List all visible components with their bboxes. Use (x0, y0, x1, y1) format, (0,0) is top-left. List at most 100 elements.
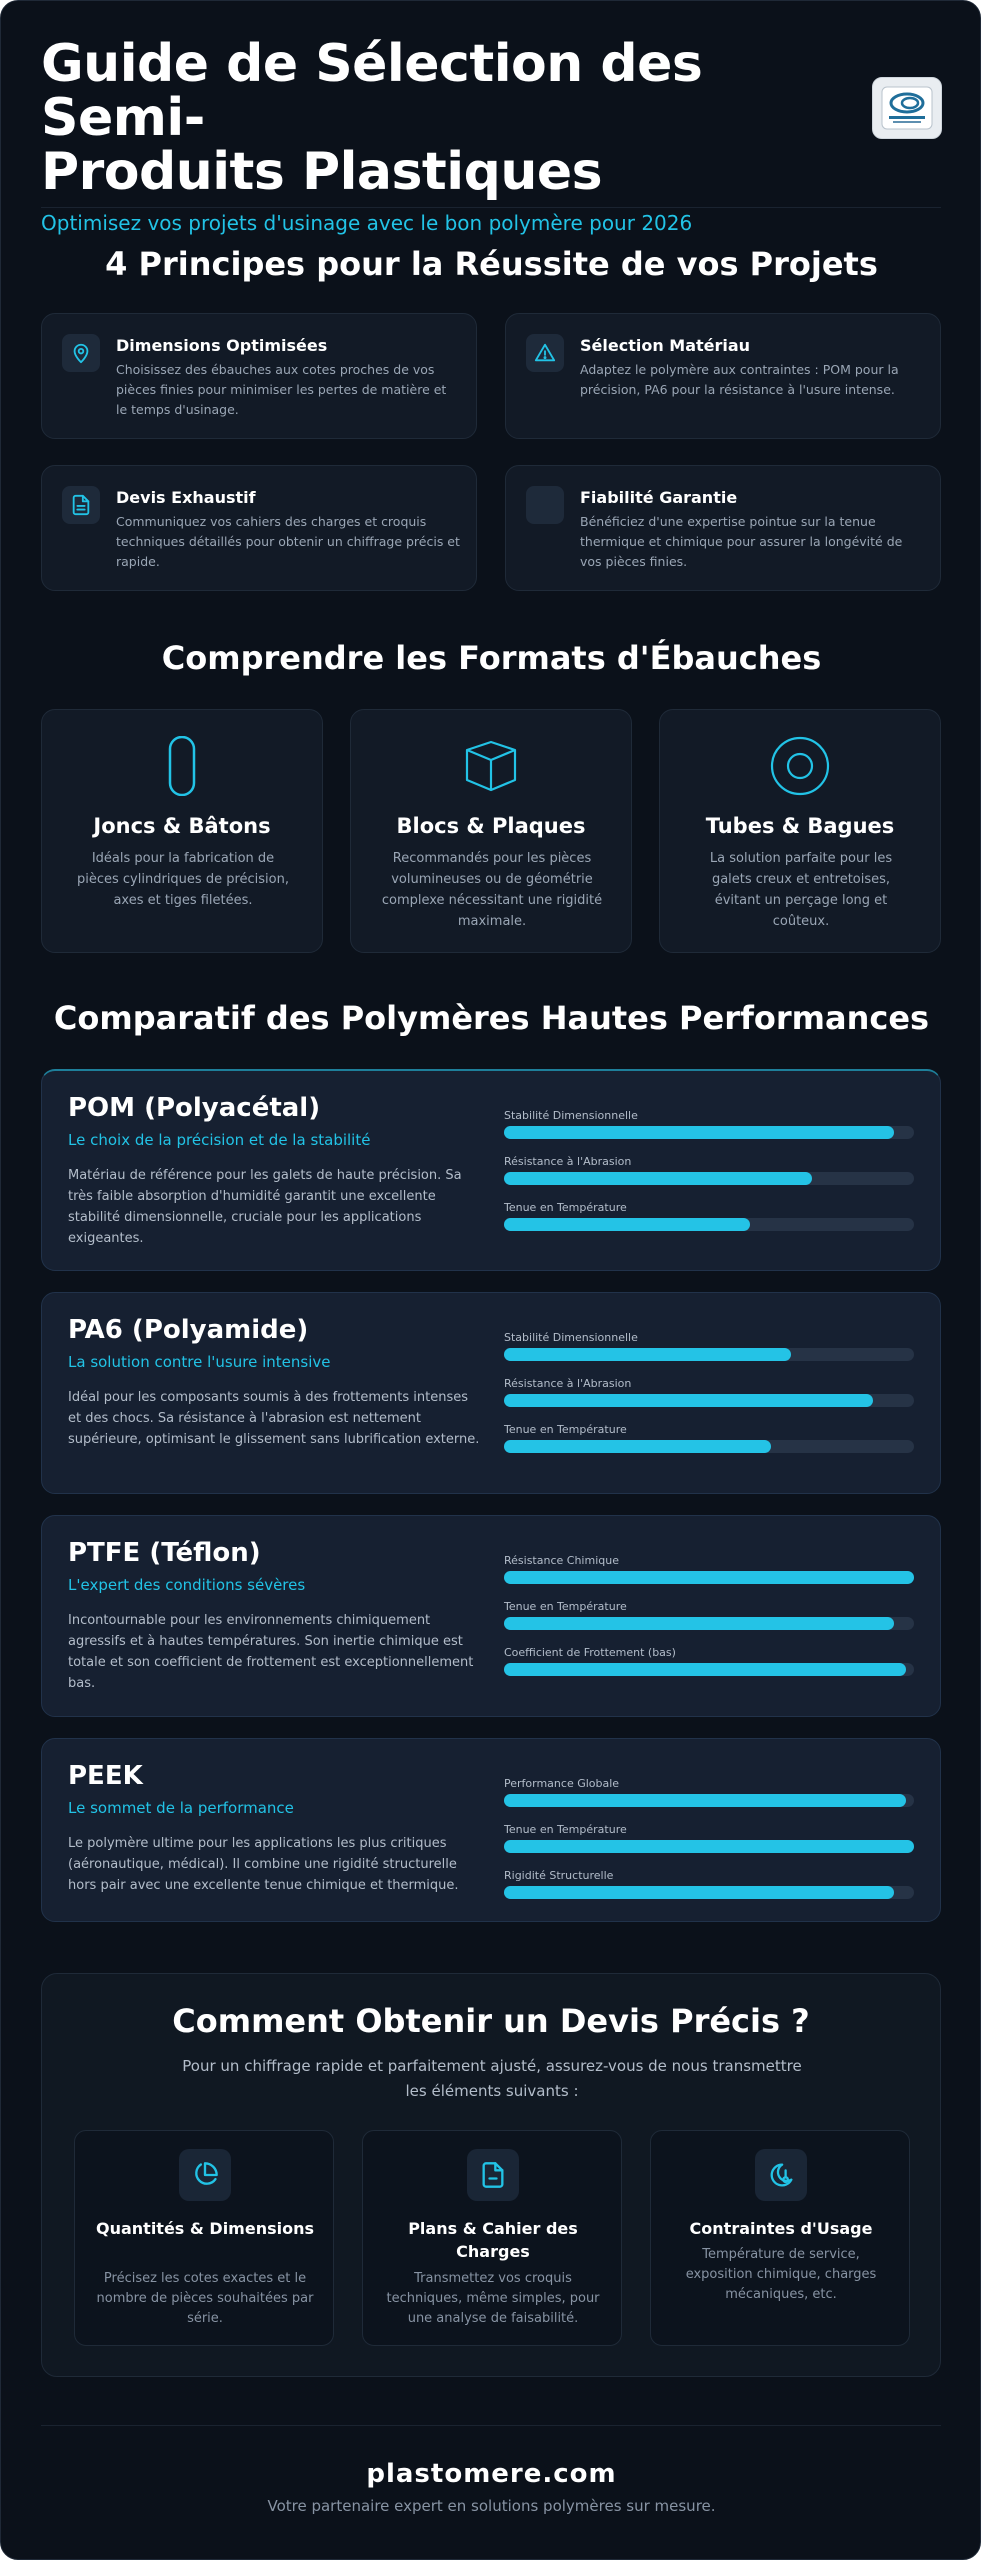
quote-card-desc: Précisez les cotes exactes et le nombre … (96, 2271, 314, 2326)
metric-bar: Rigidité Structurelle (504, 1869, 914, 1915)
polymers-title: Comparatif des Polymères Hautes Performa… (53, 999, 930, 1037)
polymer-tagline: Le choix de la précision et de la stabil… (68, 1131, 371, 1149)
polymer-name: PEEK (68, 1761, 143, 1791)
metric-fill (504, 1663, 906, 1676)
principle-title: Dimensions Optimisées (116, 336, 328, 355)
metric-bar: Performance Globale (504, 1777, 914, 1823)
metric-label: Tenue en Température (504, 1201, 627, 1214)
format-card: Joncs & Bâtons Idéals pour la fabricatio… (41, 709, 323, 953)
metric-bar: Tenue en Température (504, 1201, 914, 1247)
polymer-metrics: Performance Globale Tenue en Température R… (504, 1777, 914, 1915)
polymer-metrics: Stabilité Dimensionnelle Résistance à l'A… (504, 1331, 914, 1469)
formats-title: Comprendre les Formats d'Ébauches (161, 639, 822, 677)
metric-fill (504, 1571, 914, 1584)
metric-bar: Stabilité Dimensionnelle (504, 1109, 914, 1155)
format-title: Joncs & Bâtons (93, 814, 271, 838)
file-minus-icon (467, 2149, 519, 2201)
metric-bar: Tenue en Température (504, 1600, 914, 1646)
quote-title: Comment Obtenir un Devis Précis ? (172, 2002, 810, 2040)
principle-desc: Bénéficiez d'une expertise pointue sur l… (580, 514, 903, 569)
divider (41, 207, 941, 208)
format-card: Blocs & Plaques Recommandés pour les piè… (350, 709, 632, 953)
quote-card: Plans & Cahier des Charges Transmettez v… (362, 2130, 622, 2346)
metric-label: Tenue en Température (504, 1823, 627, 1836)
principle-title: Devis Exhaustif (116, 488, 256, 507)
divider (41, 2425, 941, 2426)
metric-label: Stabilité Dimensionnelle (504, 1109, 638, 1122)
metric-bar: Résistance à l'Abrasion (504, 1377, 914, 1423)
metric-fill (504, 1218, 750, 1231)
metric-label: Tenue en Température (504, 1423, 627, 1436)
metric-track (504, 1172, 914, 1185)
metric-label: Coefficient de Frottement (bas) (504, 1646, 676, 1659)
plastomere-logo-icon (872, 77, 942, 139)
quote-section: Comment Obtenir un Devis Précis ? Pour u… (41, 1973, 941, 2377)
shield-icon (526, 486, 564, 524)
metric-fill (504, 1440, 771, 1453)
metric-bar: Tenue en Température (504, 1423, 914, 1469)
footer-tagline: Votre partenaire expert en solutions pol… (267, 2497, 716, 2515)
principle-desc: Choisissez des ébauches aux cotes proche… (116, 362, 447, 417)
footer-site[interactable]: plastomere.com (366, 2459, 617, 2489)
polymer-metrics: Stabilité Dimensionnelle Résistance à l'A… (504, 1109, 914, 1247)
polymer-card: PA6 (Polyamide) La solution contre l'usu… (41, 1292, 941, 1494)
polymer-card: POM (Polyacétal) Le choix de la précisio… (41, 1069, 941, 1271)
polymer-name: PTFE (Téflon) (68, 1538, 261, 1568)
metric-fill (504, 1394, 873, 1407)
rod-icon (42, 736, 322, 796)
quote-card: Quantités & Dimensions Précisez les cote… (74, 2130, 334, 2346)
page-title-line-1: Guide de Sélection des Semi- (41, 34, 703, 148)
file-text-icon (62, 486, 100, 524)
pie-chart-icon (179, 2149, 231, 2201)
metric-track (504, 1663, 914, 1676)
map-pin-icon (62, 334, 100, 372)
metric-track (504, 1348, 914, 1361)
principle-desc: Communiquez vos cahiers des charges et c… (116, 514, 460, 569)
metric-label: Tenue en Température (504, 1600, 627, 1613)
cube-icon (351, 736, 631, 796)
metric-fill (504, 1172, 812, 1185)
metric-label: Performance Globale (504, 1777, 620, 1790)
metric-track (504, 1440, 914, 1453)
moon-thermometer-icon (755, 2149, 807, 2201)
alert-triangle-icon (526, 334, 564, 372)
metric-bar: Tenue en Température (504, 1823, 914, 1869)
polymer-tagline: Le sommet de la performance (68, 1799, 294, 1817)
metric-fill (504, 1840, 914, 1853)
metric-label: Résistance Chimique (504, 1554, 619, 1567)
quote-card-title: Plans & Cahier des Charges (408, 2219, 578, 2261)
ring-icon (660, 736, 940, 796)
quote-card-title: Contraintes d'Usage (689, 2219, 873, 2238)
polymer-metrics: Résistance Chimique Tenue en Température C… (504, 1554, 914, 1692)
metric-track (504, 1794, 914, 1807)
quote-desc: Pour un chiffrage rapide et parfaitement… (182, 2057, 802, 2100)
quote-card-title: Quantités & Dimensions (95, 2219, 315, 2238)
metric-track (504, 1394, 914, 1407)
polymer-desc: Le polymère ultime pour les applications… (68, 1836, 459, 1893)
metric-fill (504, 1886, 894, 1899)
page-title: Guide de Sélection des Semi- Produits Pl… (41, 37, 881, 199)
header: Guide de Sélection des Semi- Produits Pl… (41, 37, 881, 235)
metric-fill (504, 1126, 894, 1139)
metric-bar: Stabilité Dimensionnelle (504, 1331, 914, 1377)
format-desc: Idéals pour la fabrication de pièces cyl… (77, 851, 289, 908)
format-title: Tubes & Bagues (705, 814, 895, 838)
principle-desc: Adaptez le polymère aux contraintes : PO… (580, 362, 899, 397)
polymer-tagline: L'expert des conditions sévères (68, 1576, 306, 1594)
format-desc: Recommandés pour les pièces volumineuses… (381, 851, 603, 929)
principle-title: Sélection Matériau (580, 336, 751, 355)
polymer-tagline: La solution contre l'usure intensive (68, 1353, 331, 1371)
principles-title: 4 Principes pour la Réussite de vos Proj… (105, 245, 878, 283)
polymer-name: PA6 (Polyamide) (68, 1315, 309, 1345)
polymer-desc: Incontournable pour les environnements c… (68, 1613, 474, 1691)
principle-card: Devis Exhaustif Communiquez vos cahiers … (41, 465, 477, 591)
metric-track (504, 1218, 914, 1231)
format-card: Tubes & Bagues La solution parfaite pour… (659, 709, 941, 953)
metric-fill (504, 1794, 906, 1807)
metric-track (504, 1571, 914, 1584)
polymer-card: PTFE (Téflon) L'expert des conditions sé… (41, 1515, 941, 1717)
metric-track (504, 1886, 914, 1899)
metric-fill (504, 1617, 894, 1630)
metric-label: Résistance à l'Abrasion (504, 1377, 632, 1390)
